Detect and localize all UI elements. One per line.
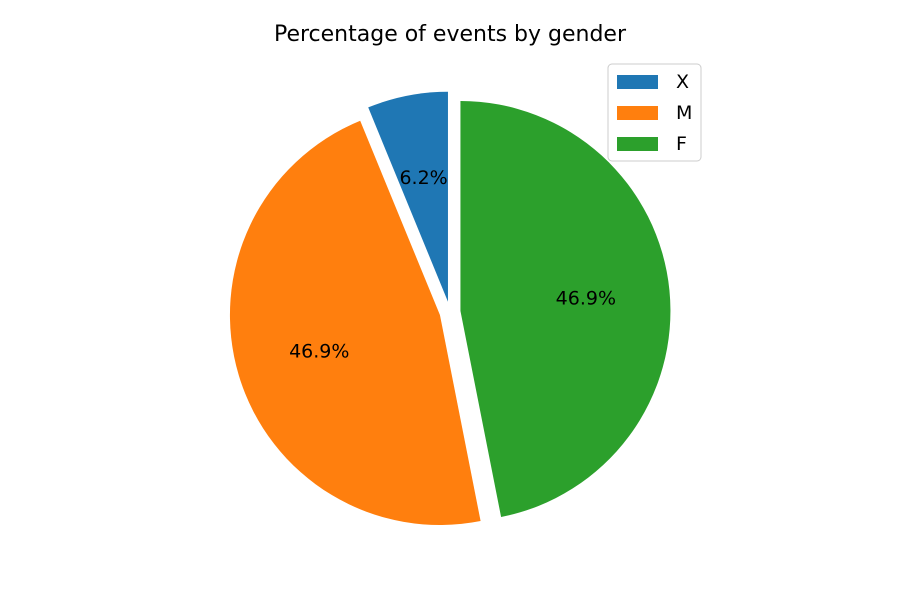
chart-title: Percentage of events by gender (274, 22, 627, 47)
pie-slice-f (460, 100, 671, 518)
slice-labels: 6.2% 46.9% 46.9% (289, 167, 616, 362)
slice-label-m: 46.9% (289, 340, 349, 362)
legend-label-f: F (676, 133, 687, 155)
pie-slice-m (229, 120, 481, 526)
pie-slices (229, 91, 671, 526)
pie-slice-x (368, 91, 448, 302)
legend-label-x: X (676, 71, 689, 93)
legend-swatch-m (617, 106, 658, 120)
slice-label-x: 6.2% (399, 167, 447, 189)
legend-swatch-x (617, 75, 658, 89)
legend: XMF (607, 63, 702, 162)
legend-label-m: M (676, 102, 692, 124)
slice-label-f: 46.9% (556, 288, 616, 310)
legend-swatch-f (617, 137, 658, 151)
